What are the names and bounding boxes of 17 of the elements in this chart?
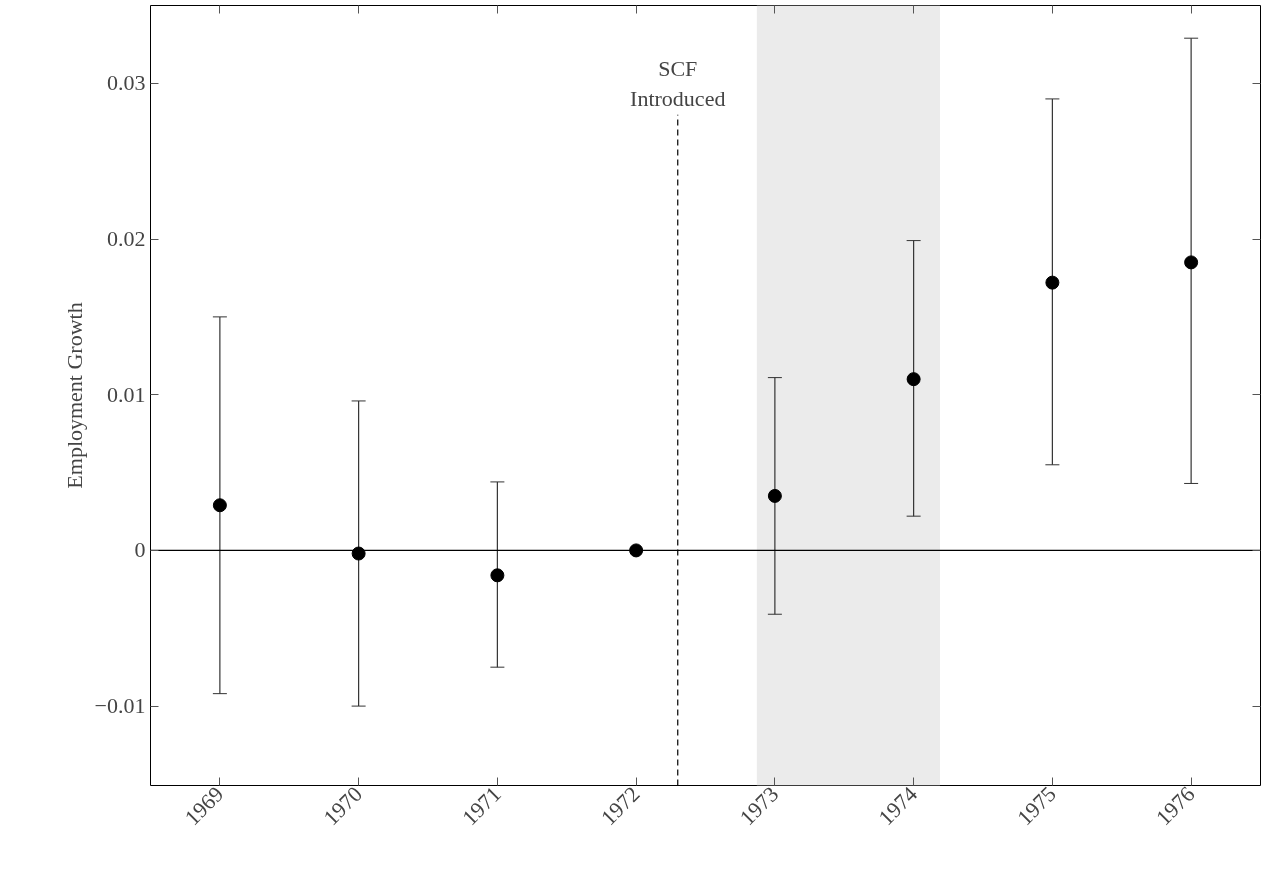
point xyxy=(906,372,921,387)
x-tick-label: 1971 xyxy=(457,781,506,831)
point xyxy=(212,498,227,513)
y-tick-label: 0 xyxy=(134,537,146,563)
point xyxy=(767,488,782,503)
point xyxy=(1045,275,1060,290)
y-tick-label: 0.01 xyxy=(107,381,146,407)
y-tick-label: 0.02 xyxy=(107,226,146,252)
y-axis-title: Employment Growth xyxy=(61,302,87,489)
ref-line-label: SCF Introduced xyxy=(630,55,726,111)
y-tick-label: −0.01 xyxy=(94,693,146,719)
point xyxy=(629,543,644,558)
point xyxy=(490,568,505,583)
y-tick-label: 0.03 xyxy=(107,70,146,96)
point xyxy=(351,546,366,561)
x-tick-label: 1970 xyxy=(318,781,368,831)
point xyxy=(1184,255,1199,270)
